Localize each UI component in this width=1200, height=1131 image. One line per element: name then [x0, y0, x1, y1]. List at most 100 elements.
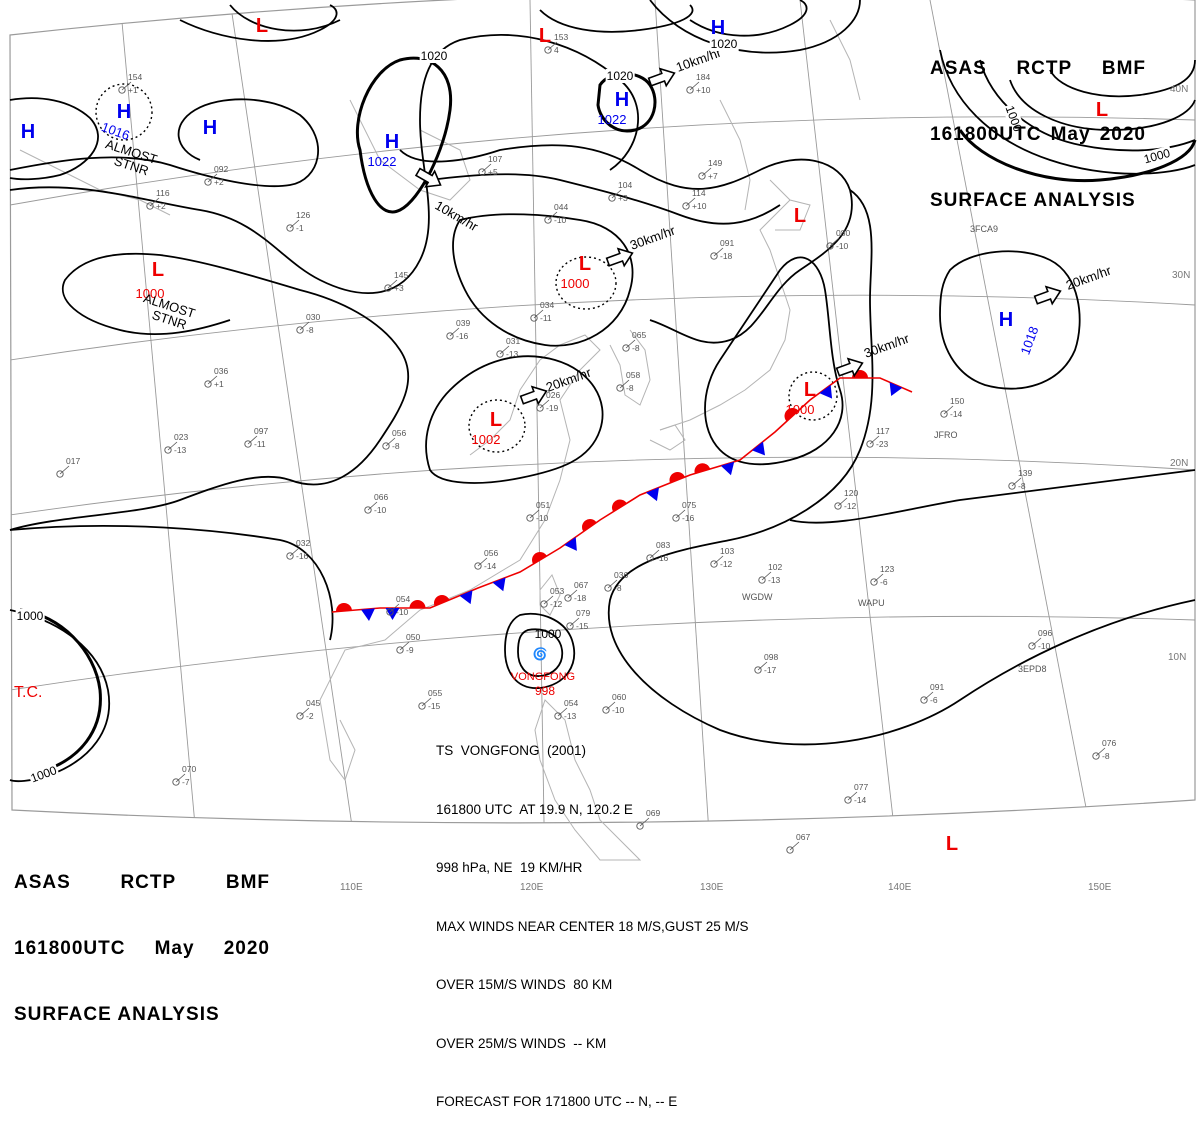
- isobar-label-bg: [1141, 145, 1173, 167]
- station-tendency: -2: [306, 711, 314, 721]
- isobar-label: 1000: [29, 763, 59, 785]
- station-pressure: 056: [484, 548, 498, 558]
- grid-labels: 110E 120E 130E 140E 150E 40N 30N 20N 10N: [340, 84, 1190, 893]
- cold-front-triangle: [889, 382, 903, 396]
- station-plot: 060-10: [602, 692, 626, 715]
- wind-barb-icon: [499, 345, 510, 355]
- station-plots: 154+1116+2092+2126-1145+3030-8039-16036+…: [56, 32, 1116, 854]
- station-circle-icon: [544, 46, 552, 54]
- station-tendency: -10: [612, 705, 625, 715]
- isobar: [958, 129, 1197, 183]
- station-circle-icon: [758, 576, 766, 584]
- isobar: [425, 355, 604, 484]
- station-circle-icon: [56, 470, 64, 478]
- station-circle-icon: [682, 202, 690, 210]
- station-plot: 054-13: [554, 698, 578, 721]
- coastline-sakhalin: [719, 99, 751, 211]
- station-circle-icon: [118, 86, 126, 94]
- valid-time: 161800UTC: [14, 938, 126, 959]
- latitude-label: 20N: [1170, 458, 1188, 469]
- station-tendency: -8: [614, 583, 622, 593]
- typhoon-center: 🌀 VONGFONG 998 1000: [511, 627, 575, 698]
- center-pressure-value: 1000: [136, 286, 165, 301]
- coastline-taiwan: [539, 574, 561, 616]
- wind-barb-icon: [557, 707, 568, 717]
- station-circle-icon: [386, 608, 394, 616]
- latitude-label: 30N: [1172, 270, 1190, 281]
- station-circle-icon: [834, 502, 842, 510]
- bulletin-line: OVER 15M/S WINDS 80 KM: [436, 977, 613, 992]
- station-circle-icon: [710, 560, 718, 568]
- station-plot: 036-8: [604, 570, 628, 593]
- wind-barb-icon: [685, 197, 696, 207]
- wind-barb-icon: [761, 571, 772, 581]
- isobar: [429, 173, 781, 225]
- station-pressure: 091: [720, 238, 734, 248]
- station-circle-icon: [526, 514, 534, 522]
- coastline-north: [349, 99, 471, 201]
- parallel-line: [10, 615, 1195, 691]
- station-circle-icon: [920, 696, 928, 704]
- station-tendency: -18: [574, 593, 587, 603]
- station-pressure: 080: [836, 228, 850, 238]
- motion-speed: 20km/hr: [1064, 262, 1114, 292]
- station-tendency: -8: [626, 383, 634, 393]
- station-tendency: +1: [214, 379, 224, 389]
- station-circle-icon: [364, 506, 372, 514]
- wind-barb-icon: [547, 211, 558, 221]
- meridian-line: [119, 0, 201, 823]
- station-tendency: -23: [876, 439, 889, 449]
- agency-3: BMF: [225, 872, 270, 893]
- typhoon-name: VONGFONG: [511, 671, 575, 683]
- wind-barb-icon: [533, 309, 544, 319]
- center-letter: H: [999, 309, 1013, 331]
- typhoon-pressure: 998: [535, 684, 555, 698]
- center-letter: H: [203, 117, 217, 139]
- station-plot: 017: [56, 456, 80, 478]
- station-plot: 104+3: [608, 180, 632, 203]
- valid-month: May: [154, 938, 195, 959]
- wind-barb-icon: [421, 697, 432, 707]
- station-plot: 067-18: [564, 580, 588, 603]
- center-pressure-value: 1002: [472, 432, 501, 447]
- wind-barb-icon: [713, 247, 724, 257]
- station-tendency: -7: [182, 777, 190, 787]
- wind-barb-icon: [289, 219, 300, 229]
- station-pressure: 097: [254, 426, 268, 436]
- station-pressure: 036: [614, 570, 628, 580]
- station-circle-icon: [698, 172, 706, 180]
- station-pressure: 075: [682, 500, 696, 510]
- wind-barb-icon: [529, 509, 540, 519]
- wind-barb-icon: [1031, 637, 1042, 647]
- station-tendency: -8: [392, 441, 400, 451]
- isobar-label-bg: [1002, 102, 1026, 135]
- station-plot: 067: [786, 832, 810, 854]
- isobar-labels: 1020 1020 1020 1000 1000 1000 1000: [15, 37, 1173, 786]
- station-tendency: -14: [854, 795, 867, 805]
- wind-barb-icon: [367, 501, 378, 511]
- cold-front-triangle: [361, 608, 375, 621]
- station-plot: 075-16: [672, 500, 696, 523]
- wind-barb-icon: [299, 321, 310, 331]
- station-circle-icon: [474, 562, 482, 570]
- low-pressure-center: L: [794, 205, 806, 227]
- station-pressure: 098: [764, 652, 778, 662]
- station-pressure: 044: [554, 202, 568, 212]
- station-circle-icon: [296, 326, 304, 334]
- station-plot: 184+10: [686, 72, 711, 95]
- center-letter: L: [804, 379, 816, 401]
- station-tendency: -16: [682, 513, 695, 523]
- station-pressure: 076: [1102, 738, 1116, 748]
- station-tendency: -13: [174, 445, 187, 455]
- station-plot: 065-8: [622, 330, 646, 353]
- station-plot: 055-15: [418, 688, 442, 711]
- center-letter: L: [539, 25, 551, 47]
- frontal-system: [331, 370, 913, 621]
- coastline-japan: [659, 199, 791, 431]
- warm-front-semicircle: [612, 499, 627, 512]
- wind-barb-icon: [625, 339, 636, 349]
- station-plot: 098-17: [754, 652, 778, 675]
